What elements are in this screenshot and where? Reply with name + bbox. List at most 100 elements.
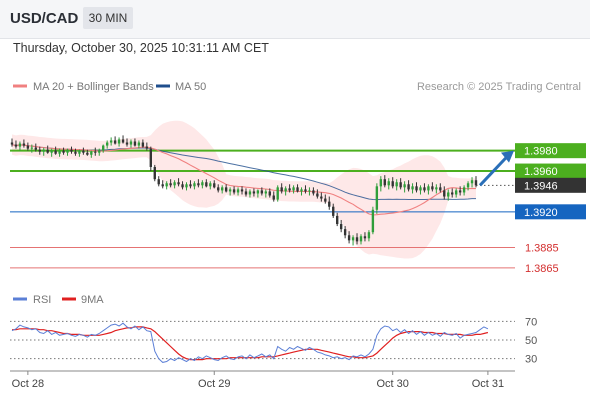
rsi-legend-swatch — [13, 297, 27, 301]
candle-up — [102, 145, 105, 151]
rsi-ma-legend-label: 9MA — [81, 294, 104, 306]
candle-up — [173, 182, 176, 186]
candle-up — [98, 150, 101, 153]
forecast-arrow-shaft — [478, 154, 510, 187]
candle-down — [177, 182, 180, 185]
candle-down — [232, 189, 236, 193]
candle-down — [224, 187, 228, 192]
candle-up — [193, 183, 196, 187]
candle-up — [292, 187, 295, 191]
time-axis-label: Oct 30 — [377, 378, 409, 390]
forecast-arrow-head — [501, 150, 514, 163]
moving-averages — [11, 144, 477, 216]
candle-up — [300, 189, 303, 192]
candle-down — [145, 146, 149, 149]
candle-up — [454, 190, 458, 195]
candle-up — [209, 183, 212, 187]
candle-down — [169, 183, 172, 186]
forecast-arrow — [478, 150, 514, 187]
candle-up — [403, 184, 406, 188]
ma50-legend-label: MA 50 — [175, 81, 206, 93]
candle-down — [197, 183, 200, 186]
candle-up — [109, 140, 113, 143]
candle-down — [161, 184, 164, 187]
level-label-text: 1.3885 — [525, 242, 559, 254]
candle-down — [423, 187, 426, 191]
candle-down — [280, 187, 283, 192]
ma50-legend-swatch — [156, 84, 170, 88]
rsi-9ma-line — [12, 326, 489, 361]
candle-down — [94, 151, 97, 153]
level-labels: 1.3980 1.3960 1.3946 1.3920 1.3885 1.3865 — [515, 143, 586, 275]
candle-down — [54, 150, 57, 154]
candle-up — [66, 149, 69, 153]
candle-up — [419, 187, 422, 191]
candle-up — [137, 142, 141, 146]
candle-up — [375, 186, 379, 210]
candle-down — [439, 187, 442, 191]
candle-down — [399, 182, 402, 188]
candle-down — [296, 187, 299, 192]
candle-down — [383, 179, 386, 186]
candle-down — [316, 193, 319, 197]
candle-down — [244, 191, 248, 195]
candle-up — [236, 189, 240, 193]
candle-up — [228, 189, 232, 192]
candle-down — [288, 188, 291, 191]
candle-down — [149, 148, 152, 167]
candle-up — [395, 182, 398, 187]
candle-down — [304, 189, 307, 192]
candle-up — [427, 186, 430, 191]
candle-up — [351, 237, 355, 241]
candle-down — [86, 152, 89, 155]
rsi-tick-label: 70 — [525, 316, 537, 328]
candle-down — [125, 142, 129, 145]
candle-down — [363, 236, 367, 239]
candle-up — [50, 150, 53, 153]
candle-up — [129, 141, 133, 145]
candle-down — [391, 181, 394, 187]
candle-up — [165, 183, 168, 187]
candle-down — [141, 142, 145, 147]
symbol-title: USD/CAD — [10, 10, 79, 27]
bollinger-band-area — [12, 120, 476, 259]
rsi-tick-label: 50 — [525, 335, 537, 347]
candle-down — [62, 150, 65, 153]
candle-up — [117, 139, 121, 144]
candle-up — [105, 142, 109, 146]
candle-down — [181, 184, 184, 188]
candle-up — [185, 184, 188, 188]
candle-down — [268, 191, 271, 196]
candle-up — [387, 181, 390, 186]
candle-down — [474, 180, 478, 186]
candles — [10, 135, 478, 246]
candle-up — [379, 179, 383, 187]
level-label-text: 1.3865 — [525, 263, 559, 275]
candle-up — [30, 147, 34, 149]
level-label-box — [515, 163, 586, 179]
candle-down — [26, 145, 30, 149]
candle-up — [264, 191, 268, 194]
candle-up — [256, 190, 260, 194]
candle-down — [336, 215, 339, 225]
timeframe-badge[interactable]: 30 MIN — [83, 7, 133, 29]
candle-up — [284, 188, 287, 192]
candle-down — [74, 151, 77, 154]
level-label-box — [515, 204, 586, 220]
candle-down — [14, 144, 18, 147]
candle-down — [213, 183, 216, 188]
candle-down — [343, 229, 347, 236]
candle-down — [240, 189, 244, 192]
time-axis-label: Oct 28 — [12, 378, 44, 390]
candle-down — [70, 149, 73, 152]
candle-down — [113, 140, 117, 144]
candle-up — [248, 191, 252, 195]
candle-down — [355, 237, 359, 242]
ma20-legend-label: MA 20 + Bollinger Bands — [33, 81, 154, 93]
header-bar: USD/CAD 30 MIN — [0, 0, 590, 39]
time-axis-label: Oct 29 — [198, 378, 230, 390]
candle-down — [10, 142, 14, 145]
candle-up — [447, 192, 450, 197]
candle-down — [38, 149, 41, 152]
